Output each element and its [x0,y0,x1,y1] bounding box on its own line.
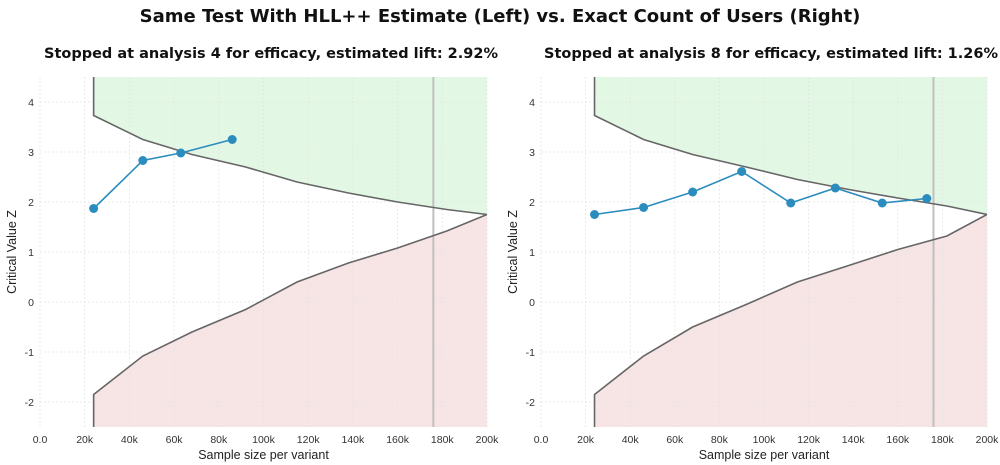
y-tick-label: 0 [28,297,34,309]
x-axis-label: Sample size per variant [198,448,329,462]
y-axis-label: Critical Value Z [506,210,520,294]
futility-region [93,214,487,427]
y-tick-label: -2 [526,397,535,409]
left-chart: 0.0 20k 40k 60k 80k 100k 120k 140k 160k 180k 200k 4… [5,77,500,462]
x-tick-label: 100k [252,434,276,446]
x-tick-label: 140k [342,434,366,446]
x-tick-label: 80k [210,434,228,446]
x-tick-label: 120k [297,434,321,446]
x-tick-label: 60k [166,434,184,446]
y-tick-label: 2 [529,197,535,209]
y-tick-label: 1 [529,247,535,259]
y-axis-label: Critical Value Z [5,210,19,294]
y-tick-label: 4 [28,97,34,109]
y-tick-label: -1 [25,347,34,359]
y-tick-label: 4 [529,97,535,109]
z-statistic-point [786,198,796,208]
x-tick-label: 180k [431,434,455,446]
x-axis-label: Sample size per variant [699,448,830,462]
futility-boundary-line [92,213,487,427]
futility-boundary-line [593,213,987,427]
z-statistic-point [877,198,887,208]
y-tick-label: -2 [25,397,34,409]
futility-region [594,214,987,427]
x-tick-label: 160k [886,434,910,446]
efficacy-boundary-line [92,77,487,216]
z-statistic-point [830,183,840,193]
z-statistic-point [590,210,600,219]
y-tick-label: 2 [28,197,34,209]
y-tick-label: 3 [28,147,34,159]
efficacy-region [93,77,487,215]
z-statistic-line [93,138,233,210]
z-statistic-point [688,187,698,197]
right-chart: 0.0 20k 40k 60k 80k 100k 120k 140k 160k 180k 200k 4… [506,77,1000,462]
left-chart-title: Stopped at analysis 4 for efficacy, esti… [44,46,498,62]
z-statistic-line [594,170,927,216]
y-tick-label: 1 [28,247,34,259]
efficacy-boundary-line [593,77,987,216]
x-tick-label: 160k [386,434,410,446]
x-tick-label: 60k [666,434,684,446]
x-tick-label: 80k [711,434,729,446]
x-tick-label: 20k [76,434,94,446]
z-statistic-point [176,148,186,158]
x-tick-label: 200k [476,434,500,446]
y-tick-label: 3 [529,147,535,159]
x-tick-label: 140k [842,434,866,446]
x-tick-label: 0.0 [33,434,48,446]
y-tick-label: 0 [529,297,535,309]
x-tick-label: 200k [976,434,1000,446]
x-tick-label: 20k [577,434,595,446]
figure-title: Same Test With HLL++ Estimate (Left) vs.… [139,6,861,27]
z-statistic-point [227,135,237,144]
z-statistic-point [138,156,148,165]
z-statistic-point [922,194,932,203]
x-tick-label: 180k [931,434,955,446]
x-tick-label: 40k [121,434,139,446]
x-tick-label: 40k [622,434,640,446]
x-tick-label: 0.0 [534,434,549,446]
x-tick-label: 120k [797,434,821,446]
z-statistic-point [737,167,747,176]
z-statistic-point [639,203,649,212]
z-statistic-point [89,204,99,213]
efficacy-region [594,77,987,215]
x-tick-label: 100k [753,434,777,446]
right-chart-title: Stopped at analysis 8 for efficacy, esti… [544,46,998,62]
y-tick-label: -1 [526,347,535,359]
